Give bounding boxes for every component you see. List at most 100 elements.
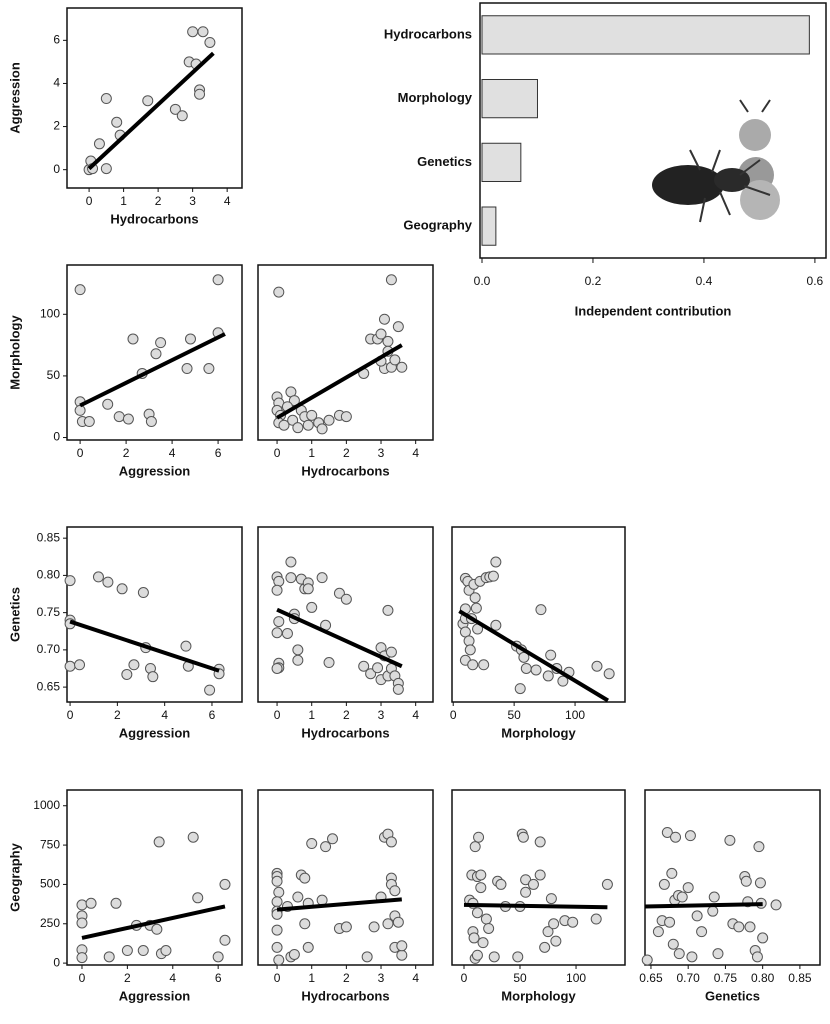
y-tick-label: 0.65 — [37, 679, 61, 693]
point — [137, 945, 149, 957]
fit-line — [87, 51, 215, 171]
x-axis-label: Genetics — [705, 988, 760, 1003]
point — [534, 836, 546, 848]
x-tick-label: 4 — [224, 194, 231, 208]
x-tick-label: 0.85 — [788, 971, 812, 985]
y-axis-label: Geography — [7, 842, 22, 911]
point — [385, 836, 397, 848]
y-tick-label: 6 — [53, 33, 60, 47]
x-tick-label: 4 — [412, 446, 419, 460]
point — [76, 899, 88, 911]
point — [520, 874, 532, 886]
point — [545, 893, 557, 905]
point — [219, 934, 231, 946]
fit-line — [458, 609, 609, 703]
point — [392, 683, 404, 695]
point — [520, 886, 532, 898]
y-axis-label: Aggression — [7, 62, 22, 134]
point — [299, 918, 311, 930]
point — [382, 335, 394, 347]
point — [212, 274, 224, 286]
x-tick-label: 6 — [215, 971, 222, 985]
x-tick-label: 4 — [412, 971, 419, 985]
point — [333, 587, 345, 599]
fit-line — [69, 619, 220, 673]
plot-frame — [451, 526, 626, 703]
point — [707, 905, 719, 917]
y-axis-label: Morphology — [7, 315, 22, 390]
point — [696, 926, 708, 938]
point — [271, 924, 283, 936]
point — [475, 882, 487, 894]
point — [320, 841, 332, 853]
point — [661, 826, 673, 838]
point — [128, 659, 140, 671]
x-tick-label: 0 — [274, 708, 281, 722]
x-tick-label: 6 — [209, 708, 216, 722]
point — [666, 867, 678, 879]
x-tick-label: 0 — [274, 971, 281, 985]
point — [181, 363, 193, 375]
point — [539, 941, 551, 953]
x-tick-label: 100 — [566, 971, 586, 985]
point — [490, 619, 502, 631]
x-axis-label: Aggression — [119, 463, 191, 478]
point — [467, 659, 479, 671]
point — [517, 831, 529, 843]
point — [670, 831, 682, 843]
point — [691, 910, 703, 922]
bar — [481, 79, 538, 119]
plot-frame — [257, 526, 434, 703]
point — [281, 627, 293, 639]
point — [212, 951, 224, 963]
point — [550, 935, 562, 947]
plot-frame — [257, 264, 434, 441]
fit-line — [463, 902, 608, 910]
ant-head — [739, 119, 771, 151]
point — [122, 413, 134, 425]
point — [490, 556, 502, 568]
point — [194, 88, 206, 100]
point — [292, 654, 304, 666]
point — [64, 660, 76, 672]
point — [534, 869, 546, 881]
point — [111, 116, 123, 128]
point — [368, 921, 380, 933]
point — [641, 954, 653, 966]
point — [85, 897, 97, 909]
point — [273, 286, 285, 298]
point — [361, 951, 373, 963]
point — [652, 926, 664, 938]
point — [93, 138, 105, 150]
point — [299, 872, 311, 884]
point — [187, 26, 199, 38]
point — [712, 948, 724, 960]
point — [153, 836, 165, 848]
point — [495, 878, 507, 890]
x-tick-label: 0 — [79, 971, 86, 985]
point — [292, 422, 304, 434]
x-tick-label: 0.70 — [677, 971, 701, 985]
x-axis-label: Independent contribution — [575, 303, 732, 318]
point — [601, 878, 613, 890]
point — [658, 878, 670, 890]
x-tick-label: 0 — [86, 194, 93, 208]
point — [469, 592, 481, 604]
point — [378, 313, 390, 325]
point — [83, 416, 95, 428]
y-tick-label: 100 — [40, 306, 60, 320]
point — [116, 583, 128, 595]
point — [302, 419, 314, 431]
ant-abdomen-dark — [652, 165, 724, 205]
x-tick-label: 0.4 — [696, 274, 713, 288]
point — [113, 411, 125, 423]
ant-legs — [689, 99, 771, 223]
category-label: Genetics — [417, 154, 472, 169]
x-tick-label: 2 — [343, 708, 350, 722]
x-tick-label: 2 — [155, 194, 162, 208]
point — [316, 572, 328, 584]
point — [469, 841, 481, 853]
point — [147, 671, 159, 683]
point — [197, 26, 209, 38]
